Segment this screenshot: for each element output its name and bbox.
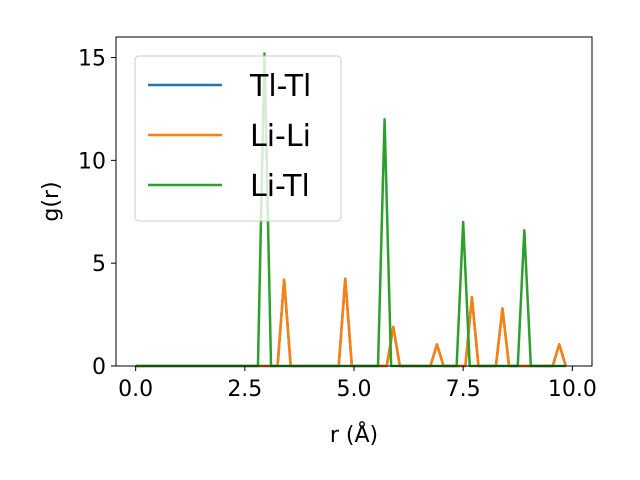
series-line-li-li: [135, 277, 567, 368]
ticks-layer: 0.0 2.5 5.0 7.5 10.0 0 5 10 15: [78, 47, 597, 402]
legend-label-li-tl: Li-Tl: [250, 169, 310, 204]
legend-label-li-li: Li-Li: [250, 119, 311, 154]
y-tick-label: 0: [92, 355, 106, 380]
legend-box: [134, 55, 342, 222]
y-axis-label: g(r): [39, 181, 64, 221]
x-tick-label: 5.0: [337, 377, 372, 402]
y-tick-label: 15: [78, 47, 106, 72]
x-tick-label: 7.5: [446, 377, 481, 402]
y-tick-label: 10: [78, 149, 106, 174]
x-tick-label: 0.0: [118, 377, 153, 402]
x-axis-label: r (Å): [330, 421, 378, 448]
x-tick-label: 2.5: [227, 377, 262, 402]
legend-label-tl-tl: Tl-Tl: [249, 69, 311, 104]
legend: Tl-Tl Li-Li Li-Tl: [134, 55, 342, 222]
y-tick-label: 5: [92, 252, 106, 277]
x-tick-label: 10.0: [548, 377, 597, 402]
